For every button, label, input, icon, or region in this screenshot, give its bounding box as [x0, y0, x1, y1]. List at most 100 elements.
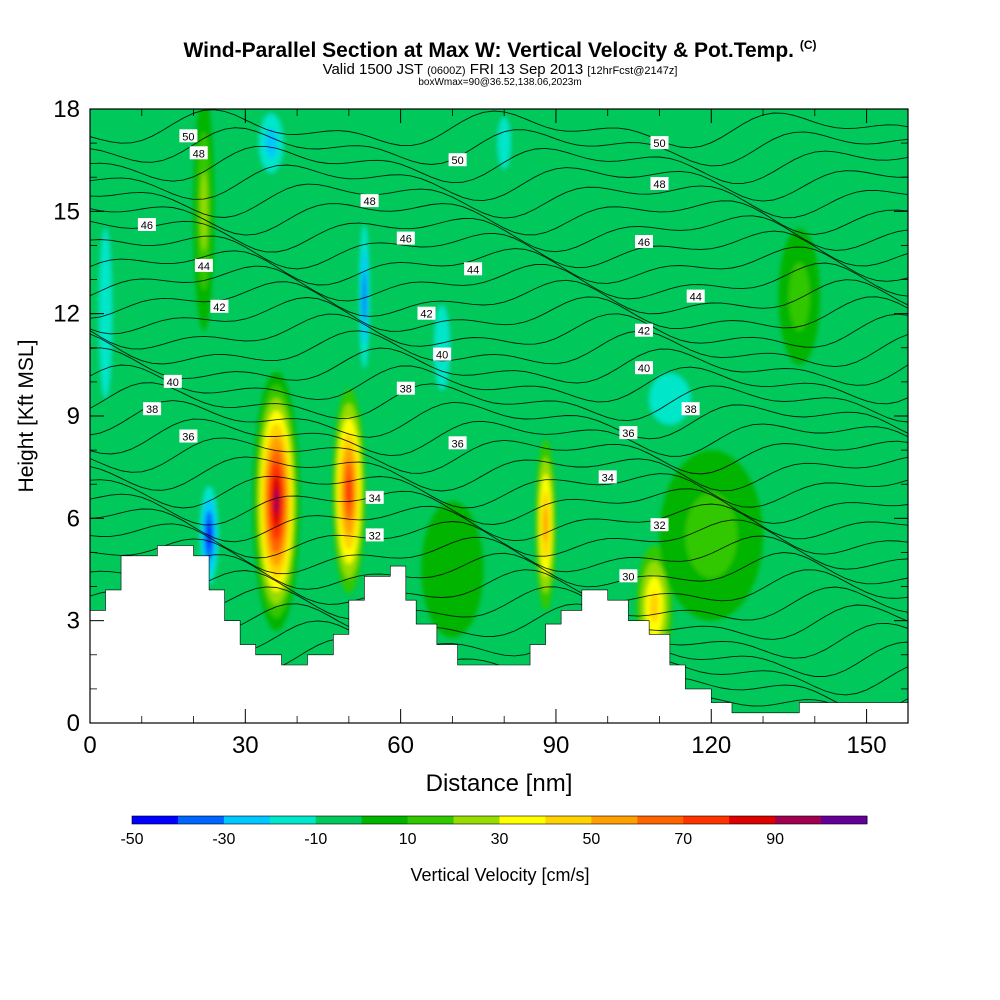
isentrope-label-24: 34 — [365, 490, 384, 505]
isentrope-label-21: 36 — [179, 429, 198, 444]
velocity-cell-10-1 — [649, 373, 691, 425]
isentrope-label-text: 38 — [146, 404, 158, 416]
isentrope-label-bg — [635, 323, 653, 337]
isentrope-label-0: 50 — [179, 129, 198, 143]
isentrope-label-text: 42 — [638, 326, 650, 338]
isentrope-label-bg — [365, 490, 384, 504]
isentrope-label-bg — [598, 470, 617, 484]
colorbar-label: Vertical Velocity [cm/s] — [410, 865, 589, 885]
isentrope-label-28: 30 — [619, 569, 638, 583]
colorbar-tick-label-7: 90 — [766, 831, 784, 848]
isentrope-label-bg — [464, 262, 483, 276]
isentrope-line — [90, 262, 908, 302]
colorbar-swatch-8 — [499, 816, 546, 824]
isentrope-label-text: 40 — [167, 377, 179, 389]
isentrope-line — [90, 164, 908, 202]
isentrope-line — [90, 488, 908, 526]
isentrope-label-text: 40 — [436, 350, 448, 362]
isentrope-label-text: 46 — [141, 220, 153, 232]
colorbar-swatch-12 — [683, 816, 730, 824]
isentrope-label-10: 44 — [464, 262, 483, 276]
isentrope-label-bg — [433, 347, 452, 361]
isentrope-label-bg — [163, 374, 182, 388]
isentrope-line — [90, 200, 908, 236]
isentrope-label-text: 42 — [213, 302, 225, 314]
isentrope-label-20: 38 — [681, 402, 700, 416]
x-tick-label-5: 150 — [847, 732, 887, 759]
isentrope-label-bg — [650, 177, 669, 190]
isentrope-line — [90, 296, 908, 335]
colorbar: -50 -30 -10 10 30 50 70 90 — [120, 815, 868, 848]
isentrope-label-25: 34 — [598, 470, 617, 484]
x-tick-label-1: 30 — [232, 732, 259, 759]
isentrope-line — [90, 215, 908, 253]
isentrope-label-text: 42 — [420, 309, 432, 321]
isentrope-label-bg — [635, 235, 653, 248]
colorbar-tick-label-6: 70 — [674, 831, 692, 848]
colorbar-tick-label-0: -50 — [120, 831, 143, 848]
colorbar-tick-label-5: 50 — [582, 831, 600, 848]
isentrope-label-22: 36 — [448, 436, 467, 450]
isentrope-label-bg — [189, 146, 208, 160]
isentrope-line — [90, 246, 908, 286]
isentrope-label-9: 44 — [194, 258, 213, 273]
velocity-cell-14-0 — [421, 501, 484, 638]
chart-title: Wind-Parallel Section at Max W: Vertical… — [0, 38, 1000, 63]
isentrope-line — [90, 503, 908, 543]
valid-prefix: Valid 1500 JST — [322, 61, 423, 78]
colorbar-swatch-5 — [361, 816, 409, 824]
chart-title-suffix: (C) — [799, 38, 817, 52]
y-tick-label-6: 18 — [53, 96, 80, 123]
isentrope-line — [90, 230, 908, 270]
x-tick-label-4: 120 — [691, 732, 731, 759]
isentrope-labels: 50 50 50 48 48 48 46 46 46 44 44 44 42 42 42 40 40 40 38 38… — [137, 129, 705, 583]
velocity-cell-3-3 — [649, 591, 659, 623]
velocity-cell-12-1 — [685, 492, 738, 579]
terrain — [90, 545, 908, 723]
isentrope-label-text: 50 — [653, 138, 665, 150]
isentrope-line — [90, 569, 908, 605]
isentrope-label-15: 40 — [163, 374, 182, 389]
isentrope-line — [90, 145, 908, 185]
isentrope-label-text: 34 — [602, 472, 614, 484]
plot-area: 50 50 50 48 48 48 46 46 46 44 44 44 42 42 42 40 40 40 38 38… — [90, 109, 908, 723]
x-tick-label-0: 0 — [83, 732, 96, 759]
valid-time-line: Valid 1500 JST (0600Z) FRI 13 Sep 2013 [… — [0, 61, 1000, 78]
isentrope-label-text: 36 — [182, 432, 194, 444]
isentrope-label-bg — [137, 218, 156, 231]
isentrope-label-1: 50 — [448, 153, 467, 167]
isentrope-label-text: 32 — [653, 520, 665, 532]
isentrope-label-bg — [179, 429, 198, 443]
velocity-cell-1-6 — [346, 476, 352, 506]
colorbar-swatch-7 — [453, 816, 500, 824]
isentrope-label-bg — [194, 258, 213, 272]
isentrope-label-text: 38 — [400, 384, 412, 396]
x-tick-label-3: 90 — [543, 732, 570, 759]
velocity-cell-2-4 — [543, 508, 548, 543]
isentrope-label-text: 40 — [638, 363, 650, 375]
isentrope-label-11: 44 — [686, 289, 705, 304]
isentrope-label-bg — [619, 569, 638, 583]
x-axis-label: Distance [nm] — [426, 770, 573, 797]
colorbar-frame — [131, 815, 868, 825]
isentrope-label-bg — [686, 289, 705, 303]
velocity-cell-7-3 — [362, 272, 367, 321]
isentrope-label-bg — [650, 136, 669, 150]
isentrope-label-text: 46 — [638, 237, 650, 249]
isentrope-label-text: 48 — [193, 148, 205, 160]
isentrope-line — [90, 586, 908, 621]
isentrope-line — [90, 347, 908, 386]
isentrope-line — [90, 313, 908, 350]
colorbar-swatch-9 — [545, 816, 592, 824]
isentrope-label-text: 36 — [622, 428, 634, 440]
isentrope-label-text: 50 — [182, 131, 194, 143]
y-tick-label-2: 6 — [67, 505, 80, 532]
isentrope-label-5: 48 — [650, 177, 669, 191]
isentrope-label-23: 36 — [619, 426, 638, 440]
isentrope-label-bg — [681, 402, 700, 416]
isentrope-label-text: 48 — [363, 196, 375, 208]
plot-clip-group — [90, 109, 908, 723]
isentrope-line — [90, 519, 908, 559]
isentrope-label-6: 46 — [137, 218, 156, 232]
colorbar-tick-label-2: -10 — [304, 831, 327, 848]
